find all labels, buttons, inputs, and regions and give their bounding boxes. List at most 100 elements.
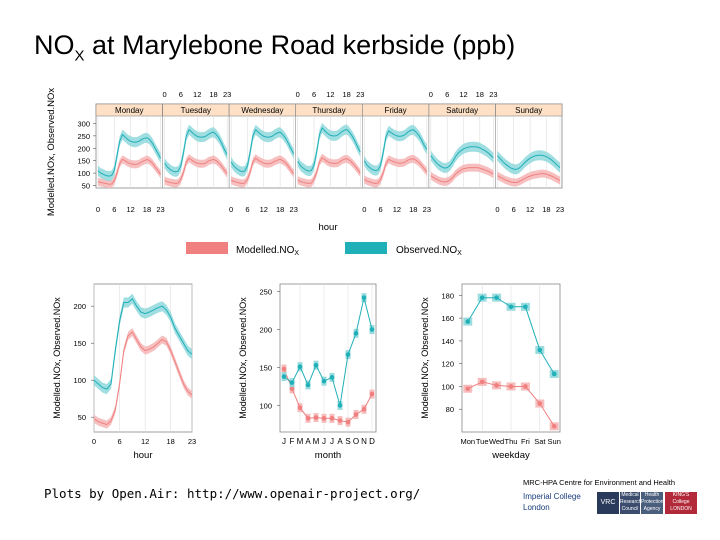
imperial-line2: London [523,503,550,512]
series-point-modelled-nox [305,416,311,421]
weekday-xtick-label: Thu [505,437,518,446]
weekday-hour-xtick-label: 12 [193,90,201,99]
month-xtick-label: D [369,437,375,446]
series-point-observed-nox [329,375,335,380]
weekday-xtick-label: Sun [548,437,561,446]
series-point-observed-nox [305,382,311,388]
series-point-observed-nox [289,380,295,385]
weekday-hour-xtick-label: 18 [476,90,484,99]
panel-label-wednesday: Wednesday [241,106,283,115]
series-band-observed-nox [430,141,494,174]
weekday-hour-xtick-label: 23 [223,90,231,99]
hour-ytick-label: 200 [73,302,86,311]
series-point-observed-nox [494,295,499,300]
weekday-hour-xtick-label: 23 [290,205,298,214]
weekday-hour-xtick-label: 0 [362,205,366,214]
series-point-observed-nox [369,327,375,332]
series-band-observed-nox [364,124,427,176]
weekday-hour-xtick-label: 23 [356,90,364,99]
series-band-modelled-nox [430,163,494,186]
mrc-logo: Medical Research Council [620,492,640,514]
series-point-observed-nox [281,374,287,379]
hour-ytick-label: 50 [78,413,86,422]
weekday-hour-ytick-label: 50 [82,182,90,191]
hour-ylabel: Modelled.NOx, Observed.NOx [52,297,62,419]
month-ylabel: Modelled.NOx, Observed.NOx [238,297,248,419]
series-point-observed-nox [345,352,351,357]
weekday-ytick-label: 160 [441,314,454,323]
series-band-observed-nox [231,124,294,177]
series-point-modelled-nox [479,379,485,385]
weekday-hour-xlabel: hour [318,222,337,233]
month-ytick-label: 250 [259,288,272,297]
weekday-hour-ylabel: Modelled.NOx, Observed.NOx [46,88,57,217]
imperial-line1: Imperial College [523,492,581,501]
weekday-xtick-label: Mon [460,437,475,446]
weekday-ylabel: Modelled.NOx, Observed.NOx [420,297,430,419]
weekday-hour-ytick-label: 250 [77,132,90,141]
weekday-hour-xtick-label: 12 [260,205,268,214]
series-band-modelled-nox [297,153,361,188]
series-point-observed-nox [337,403,343,408]
series-line-modelled-nox [97,158,162,185]
series-point-observed-nox [523,304,528,310]
series-point-modelled-nox [494,383,499,388]
series-point-modelled-nox [313,415,319,420]
weekday-hour-xtick-label: 18 [276,205,284,214]
weekday-hour-xtick-label: 12 [526,205,534,214]
series-point-modelled-nox [337,418,343,423]
series-point-modelled-nox [329,416,335,421]
title-rest: at Marylebone Road kerbside (ppb) [84,30,516,60]
weekday-xtick-label: Sat [534,437,546,446]
series-point-observed-nox [508,304,514,310]
hour-ytick-label: 150 [73,339,86,348]
weekday-ytick-label: 140 [441,337,454,346]
series-band-modelled-nox [164,154,228,188]
legend-swatch-observed [345,242,387,254]
month-xtick-label: N [361,437,367,446]
month-ytick-label: 150 [259,363,272,372]
month-xtick-label: J [322,437,326,446]
series-line-observed-nox [283,297,373,406]
month-xlabel: month [315,450,341,461]
series-point-modelled-nox [321,416,327,421]
weekday-hour-xtick-label: 18 [409,205,417,214]
weekday-hour-xtick-label: 12 [393,205,401,214]
month-ytick-label: 100 [259,401,272,410]
weekday-ytick-label: 120 [441,360,454,369]
series-line-observed-nox [297,126,361,172]
month-xtick-label: J [330,437,334,446]
series-point-modelled-nox [361,406,367,412]
month-xtick-label: F [290,437,295,446]
month-xtick-label: M [313,437,320,446]
weekday-hour-xtick-label: 18 [343,90,351,99]
series-line-modelled-nox [497,173,561,183]
series-band-observed-nox [164,124,228,177]
month-xtick-label: A [337,437,343,446]
series-point-modelled-nox [297,405,303,411]
panel-label-friday: Friday [384,106,406,115]
panel-label-tuesday: Tuesday [181,106,211,115]
kings-college-logo: KING'S College LONDON [665,492,697,514]
series-point-observed-nox [313,362,319,368]
series-point-modelled-nox [523,384,528,389]
month-frame [279,283,377,433]
series-line-observed-nox [164,128,228,173]
weekday-hour-xtick-label: 12 [459,90,467,99]
hour-xtick-label: 6 [117,437,121,446]
hour-ytick-label: 100 [73,376,86,385]
weekday-xtick-label: Fri [521,437,530,446]
series-point-modelled-nox [551,424,557,429]
series-point-observed-nox [551,371,557,377]
weekday-ytick-label: 80 [446,405,454,414]
series-point-modelled-nox [537,401,543,406]
slide-title: NOX at Marylebone Road kerbside (ppb) [34,30,515,64]
series-line-modelled-nox [230,157,295,185]
series-point-modelled-nox [345,419,351,425]
weekday-hour-xtick-label: 6 [445,90,449,99]
series-line-modelled-nox [164,157,228,185]
month-xtick-label: A [305,437,311,446]
month-xtick-label: M [297,437,304,446]
series-point-observed-nox [321,378,327,384]
weekday-hour-xtick-label: 18 [542,205,550,214]
